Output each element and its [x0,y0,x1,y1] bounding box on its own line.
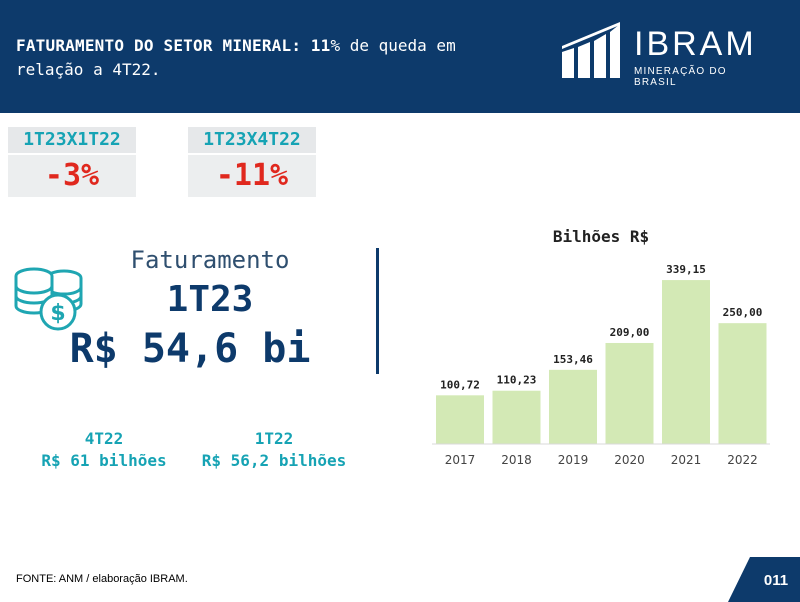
coins-dollar-icon: $ [14,267,83,331]
comparison-4t22: 4T22 R$ 61 bilhões [24,428,184,472]
logo-subtitle: MINERAÇÃO DO BRASIL [634,66,727,88]
bar-2022 [718,323,767,444]
page-number: 011 [763,572,789,589]
x-tick-2017: 2017 [445,453,476,467]
data-label-2020: 209,00 [610,326,650,339]
bar-2021 [662,280,710,444]
data-label-2021: 339,15 [666,263,706,276]
faturamento-value: R$ 54,6 bi [69,326,311,372]
header-banner: FATURAMENTO DO SETOR MINERAL: 11% de que… [0,0,800,113]
comparison-1t22: 1T22 R$ 56,2 bilhões [188,428,360,472]
kpi-yoy: 1T23X1T22 -3% [8,127,136,197]
faturamento-label: Faturamento [130,246,290,274]
kpi-yoy-value: -3% [8,155,136,197]
kpi-qoq-label: 1T23X4T22 [188,127,316,153]
logo-name: IBRAM [634,25,757,63]
x-tick-2020: 2020 [614,453,645,467]
x-tick-2018: 2018 [501,453,532,467]
title-strong: FATURAMENTO DO SETOR MINERAL: [16,36,302,55]
data-label-2017: 100,72 [440,378,480,391]
title-number: 11 [310,36,331,55]
data-label-2019: 153,46 [553,353,593,366]
chart-title: Bilhões R$ [553,227,649,246]
vertical-divider [376,248,379,374]
x-tick-2021: 2021 [671,453,702,467]
x-tick-2022: 2022 [727,453,758,467]
revenue-bar-chart: Bilhões R$ 100,72 2017 110,23 2018 153,46 201… [432,227,770,467]
kpi-yoy-label: 1T23X1T22 [8,127,136,153]
svg-text:$: $ [50,301,65,326]
comparison-4t22-value: R$ 61 bilhões [41,451,167,470]
bar-2020 [605,342,654,444]
x-tick-2019: 2019 [558,453,589,467]
page-title: FATURAMENTO DO SETOR MINERAL: 11% de que… [16,34,516,82]
comparison-4t22-period: 4T22 [84,429,124,448]
kpi-qoq-value: -11% [188,155,316,197]
data-label-2022: 250,00 [723,306,763,319]
bar-2019 [549,369,597,444]
title-rest: % de queda em relação a 4T22. [16,36,456,79]
source-note: FONTE: ANM / elaboração IBRAM. [16,573,188,585]
bar-2018 [492,390,541,444]
bar-2017 [436,395,484,444]
kpi-qoq: 1T23X4T22 -11% [188,127,316,197]
comparison-1t22-period: 1T22 [254,429,294,448]
page-number-tab [728,557,800,602]
ibram-logo: IBRAM MINERAÇÃO DO BRASIL [562,22,772,88]
data-label-2018: 110,23 [497,374,537,387]
comparison-1t22-value: R$ 56,2 bilhões [201,451,347,470]
faturamento-period: 1T23 [166,279,254,320]
ibram-bars-logo-icon [562,22,620,78]
